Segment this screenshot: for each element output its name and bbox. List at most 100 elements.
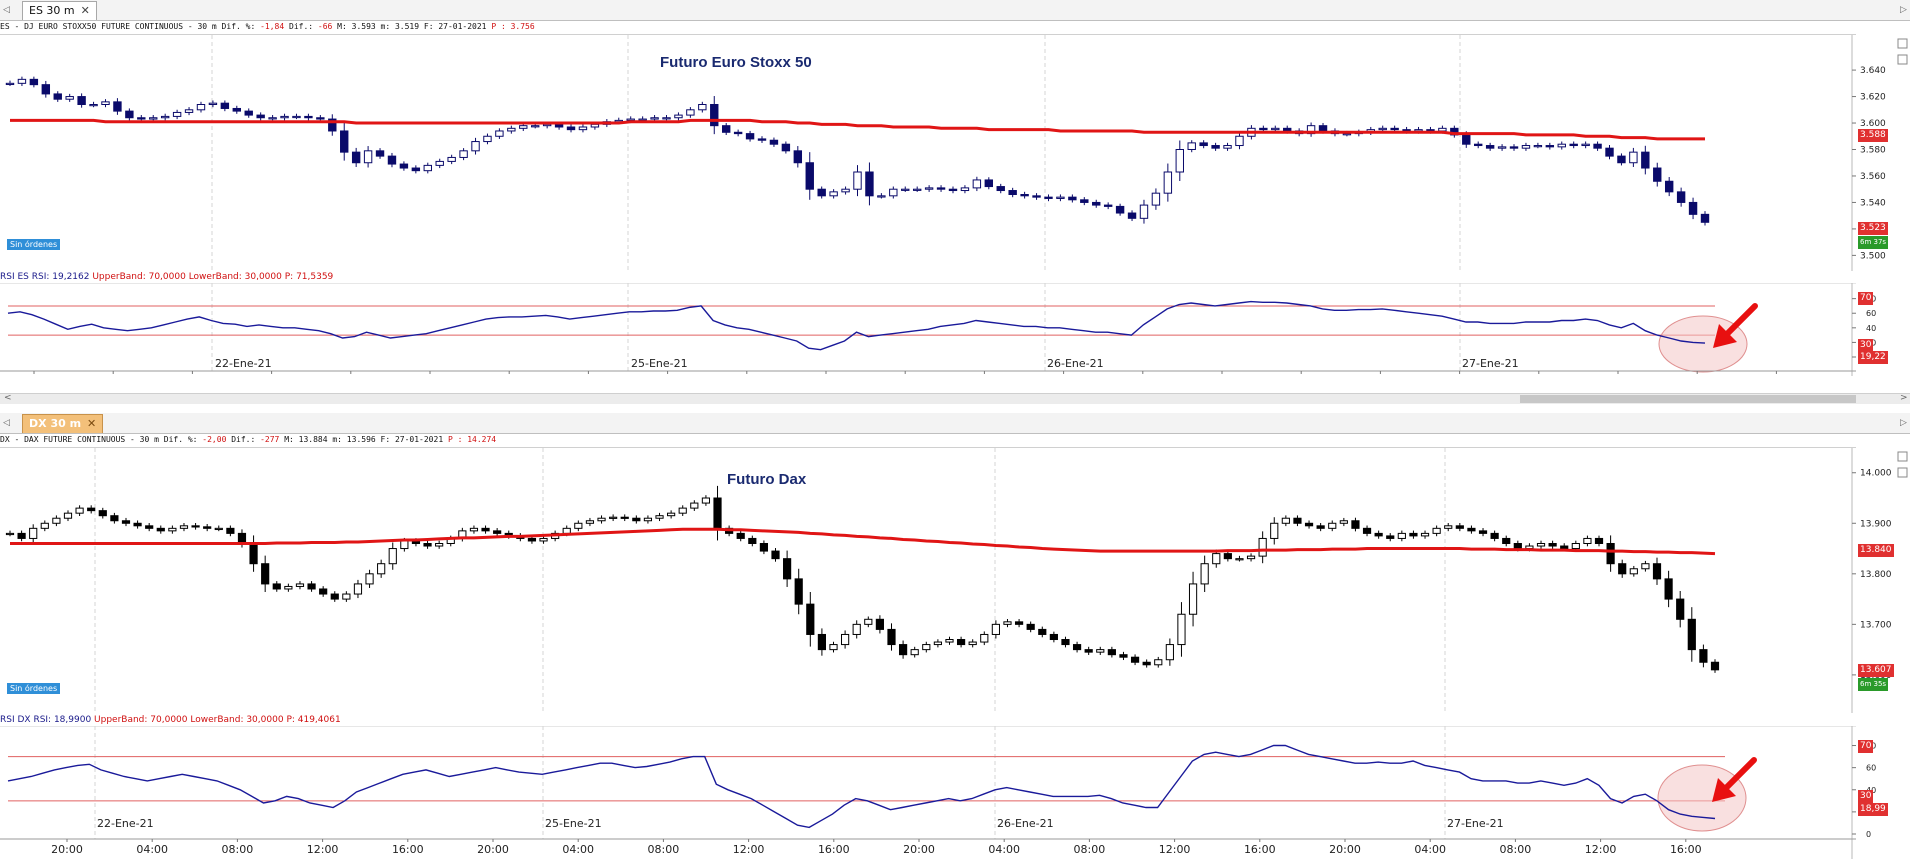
bottom-candle-12 — [145, 525, 154, 529]
top-time-label-14: 08:00 — [1127, 375, 1159, 376]
bottom-rsi-prefix: RSI DX RSI: 18,9900 — [0, 715, 95, 725]
top-time-label-22: 20:00 — [1761, 375, 1793, 376]
bottom-candle-42 — [493, 530, 502, 534]
bottom-time-label-6: 04:00 — [562, 843, 594, 856]
tab-dx-30m[interactable]: DX 30 m ✕ — [22, 414, 104, 433]
bottom-rsi-line — [7, 744, 1716, 829]
top-scroll-thumb[interactable] — [1520, 395, 1856, 403]
bottom-chart-title: Futuro Dax — [727, 471, 807, 488]
top-scroll-left-icon[interactable]: < — [4, 393, 12, 403]
top-arrow-head-icon — [1713, 324, 1737, 348]
top-candle-41 — [495, 130, 504, 137]
top-candle-40 — [483, 135, 492, 143]
bottom-ytick-label-2: 13.800 — [1860, 570, 1892, 580]
top-scroll-right-icon[interactable]: > — [1900, 393, 1908, 403]
bottom-candle-19 — [226, 527, 235, 534]
bottom-candle-4 — [52, 517, 61, 524]
bottom-candle-84 — [980, 633, 989, 643]
top-time-label-11: 16:00 — [889, 375, 921, 376]
bottom-tab-scroll-left-icon[interactable]: ◁ — [3, 418, 10, 428]
top-candle-98 — [1175, 149, 1184, 173]
top-candle-52 — [626, 118, 635, 121]
bottom-candle-142 — [1652, 563, 1662, 580]
tab-close-icon[interactable]: ✕ — [80, 4, 90, 17]
bottom-candle-68 — [794, 578, 803, 605]
bottom-time-label-5: 20:00 — [477, 843, 509, 856]
tab-dx-close-icon[interactable]: ✕ — [87, 417, 97, 430]
top-candle-80 — [960, 187, 970, 192]
bottom-time-label-10: 20:00 — [903, 843, 935, 856]
top-candle-35 — [423, 164, 432, 172]
top-candle-57 — [686, 109, 695, 116]
bottom-candle-9 — [110, 515, 119, 522]
bottom-candle-7 — [87, 507, 96, 512]
top-candle-89 — [1068, 196, 1077, 201]
top-candle-84 — [1008, 190, 1017, 196]
top-candle-86 — [1032, 195, 1041, 198]
bottom-rsi-p: P: 419,4061 — [286, 715, 341, 725]
bottom-tab-scroll-right-icon[interactable]: ▷ — [1900, 418, 1907, 428]
top-candle-90 — [1080, 199, 1089, 203]
top-rsi-chart[interactable]: 80604020012:0016:0020:0004:0008:0012:001… — [0, 283, 1910, 376]
bottom-candle-29 — [342, 593, 351, 600]
bottom-candle-113 — [1316, 525, 1325, 529]
bottom-date-label-1: 25-Ene-21 — [545, 817, 602, 830]
panel-window-icon-3 — [1897, 467, 1908, 478]
bottom-candle-110 — [1281, 517, 1290, 524]
bottom-candle-85 — [991, 623, 1000, 635]
bottom-rsi-chart[interactable]: 80604020020:0004:0008:0012:0016:0020:000… — [0, 726, 1910, 859]
top-info-p: P : 3.756 — [491, 22, 535, 31]
top-candle-13 — [160, 115, 170, 119]
top-rsi-70-label: 70 — [1858, 292, 1874, 305]
bottom-highlight-circle — [1657, 764, 1747, 832]
top-candle-91 — [1092, 201, 1101, 206]
bottom-candle-22 — [261, 563, 270, 585]
top-info-dif-label: Dif.: — [284, 22, 318, 31]
bottom-candle-48 — [562, 527, 571, 534]
top-time-label-13: 04:00 — [1048, 375, 1080, 376]
bottom-candle-65 — [759, 542, 769, 552]
top-candle-21 — [256, 114, 265, 119]
top-candle-68 — [817, 188, 826, 197]
top-sin-ordenes-badge: Sin órdenes — [7, 239, 61, 250]
bottom-candle-37 — [435, 542, 444, 547]
tab-es-30m[interactable]: ES 30 m ✕ — [22, 1, 97, 20]
top-candle-31 — [375, 150, 385, 157]
tab-scroll-right-icon[interactable]: ▷ — [1900, 5, 1907, 15]
bottom-candle-147 — [1710, 661, 1720, 671]
top-time-label-19: 08:00 — [1523, 375, 1555, 376]
top-time-label-20: 12:00 — [1602, 375, 1634, 376]
top-candle-96 — [1151, 192, 1161, 206]
bottom-candle-18 — [214, 527, 223, 531]
tab-scroll-left-icon[interactable]: ◁ — [3, 5, 10, 15]
top-candle-39 — [471, 141, 480, 152]
top-candle-122 — [1462, 134, 1471, 145]
top-scrollbar[interactable]: < > — [0, 393, 1910, 404]
top-candle-60 — [721, 125, 731, 133]
tab-es-label: ES 30 m — [29, 4, 75, 17]
bottom-candle-102 — [1188, 583, 1198, 615]
bottom-candle-20 — [237, 532, 247, 544]
bottom-candle-1 — [17, 532, 26, 539]
bottom-sin-ordenes-badge: Sin órdenes — [7, 683, 61, 694]
bottom-candle-59 — [690, 502, 699, 509]
bottom-ytick-label-1: 13.700 — [1860, 620, 1892, 630]
bottom-time-label-2: 08:00 — [222, 843, 254, 856]
bottom-candle-145 — [1687, 618, 1696, 651]
bottom-time-label-18: 12:00 — [1585, 843, 1617, 856]
bottom-candle-81 — [945, 639, 954, 643]
bottom-candle-10 — [121, 520, 131, 524]
top-candle-99 — [1187, 142, 1196, 151]
bottom-candle-132 — [1536, 542, 1546, 547]
bottom-candle-114 — [1328, 522, 1337, 529]
top-candle-23 — [280, 115, 289, 119]
top-candle-92 — [1103, 204, 1113, 207]
top-candle-95 — [1139, 204, 1149, 219]
top-candle-30 — [363, 150, 373, 164]
bottom-candle-94 — [1096, 649, 1105, 653]
bottom-info-p: P : 14.274 — [447, 435, 497, 444]
bottom-candle-67 — [783, 558, 792, 580]
bottom-rsi-value-label: 18,99 — [1858, 803, 1888, 816]
